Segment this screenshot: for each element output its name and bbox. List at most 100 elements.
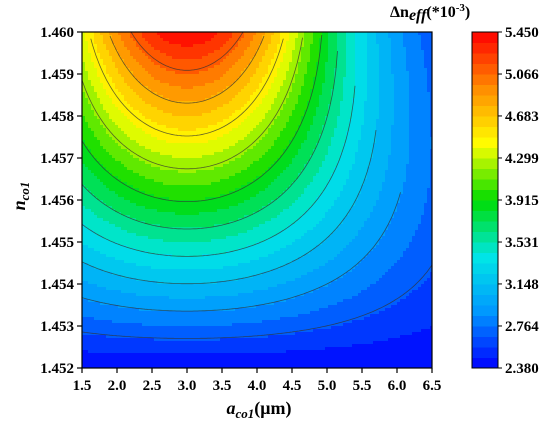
contour-cell: [184, 59, 188, 63]
contour-cell: [91, 272, 95, 276]
contour-cell: [142, 119, 146, 123]
contour-cell: [157, 293, 161, 297]
contour-cell: [160, 332, 164, 336]
contour-cell: [88, 113, 92, 117]
contour-cell: [145, 281, 149, 285]
contour-cell: [142, 227, 146, 231]
contour-cell: [175, 44, 179, 48]
contour-cell: [166, 47, 170, 51]
contour-cell: [202, 194, 206, 198]
contour-cell: [205, 326, 209, 330]
contour-cell: [205, 77, 209, 81]
contour-cell: [154, 344, 158, 348]
contour-cell: [193, 77, 197, 81]
contour-cell: [121, 269, 125, 273]
contour-cell: [136, 56, 140, 60]
contour-cell: [100, 98, 104, 102]
contour-cell: [148, 137, 152, 141]
contour-cell: [133, 227, 137, 231]
contour-cell: [169, 365, 173, 369]
contour-cell: [118, 266, 122, 270]
contour-cell: [175, 236, 179, 240]
contour-cell: [127, 239, 131, 243]
contour-cell: [178, 38, 182, 42]
contour-cell: [103, 113, 107, 117]
contour-cell: [184, 80, 188, 84]
contour-cell: [184, 71, 188, 75]
contour-cell: [184, 272, 188, 276]
contour-cell: [112, 329, 116, 333]
contour-cell: [82, 104, 86, 108]
contour-cell: [190, 122, 194, 126]
contour-cell: [166, 350, 170, 354]
contour-cell: [133, 233, 137, 237]
contour-cell: [166, 140, 170, 144]
contour-cell: [112, 83, 116, 87]
contour-cell: [148, 182, 152, 186]
contour-cell: [157, 212, 161, 216]
contour-cell: [115, 134, 119, 138]
contour-cell: [136, 59, 140, 63]
contour-cell: [163, 266, 167, 270]
contour-cell: [199, 245, 203, 249]
contour-cell: [112, 230, 116, 234]
contour-cell: [133, 71, 137, 75]
contour-cell: [118, 326, 122, 330]
contour-cell: [211, 140, 215, 144]
contour-cell: [82, 236, 86, 240]
contour-cell: [148, 131, 152, 135]
contour-cell: [166, 284, 170, 288]
contour-cell: [178, 248, 182, 252]
contour-cell: [82, 59, 86, 63]
contour-cell: [199, 341, 203, 345]
contour-cell: [166, 242, 170, 246]
contour-cell: [163, 152, 167, 156]
contour-cell: [175, 182, 179, 186]
contour-cell: [100, 260, 104, 264]
contour-cell: [193, 230, 197, 234]
contour-cell: [136, 149, 140, 153]
contour-cell: [154, 284, 158, 288]
contour-cell: [91, 320, 95, 324]
contour-cell: [133, 170, 137, 174]
contour-cell: [118, 350, 122, 354]
contour-cell: [133, 215, 137, 219]
contour-cell: [148, 104, 152, 108]
contour-cell: [202, 131, 206, 135]
contour-cell: [91, 290, 95, 294]
contour-cell: [166, 104, 170, 108]
contour-cell: [148, 329, 152, 333]
contour-cell: [208, 80, 212, 84]
contour-cell: [175, 149, 179, 153]
contour-cell: [88, 116, 92, 120]
contour-cell: [214, 59, 218, 63]
contour-cell: [127, 248, 131, 252]
contour-cell: [109, 260, 113, 264]
contour-cell: [121, 209, 125, 213]
contour-cell: [199, 233, 203, 237]
contour-cell: [160, 179, 164, 183]
contour-cell: [148, 215, 152, 219]
contour-cell: [184, 245, 188, 249]
contour-cell: [97, 254, 101, 258]
contour-cell: [178, 329, 182, 333]
contour-cell: [100, 206, 104, 210]
contour-cell: [115, 350, 119, 354]
contour-cell: [199, 302, 203, 306]
contour-cell: [190, 74, 194, 78]
contour-cell: [121, 242, 125, 246]
contour-cell: [211, 167, 215, 171]
contour-cell: [142, 365, 146, 369]
contour-cell: [97, 86, 101, 90]
contour-cell: [112, 323, 116, 327]
contour-cell: [106, 272, 110, 276]
contour-cell: [133, 305, 137, 309]
contour-cell: [106, 239, 110, 243]
contour-cell: [181, 71, 185, 75]
contour-cell: [115, 218, 119, 222]
contour-cell: [184, 128, 188, 132]
contour-cell: [196, 134, 200, 138]
contour-cell: [214, 143, 218, 147]
contour-cell: [187, 269, 191, 273]
contour-cell: [211, 80, 215, 84]
